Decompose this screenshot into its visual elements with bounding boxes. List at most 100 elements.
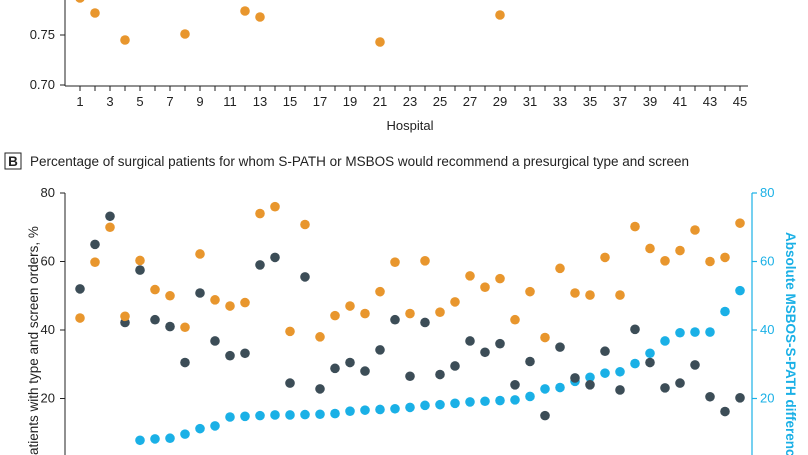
- panel-b-msbos-point: [630, 221, 640, 232]
- panel-b-spath-point: [525, 356, 535, 367]
- panel-a-x-axis-label: Hospital: [387, 118, 434, 133]
- panel-b-spath-point: [210, 336, 220, 346]
- panel-b-msbos-point: [375, 286, 385, 297]
- panel-b-points: [75, 201, 745, 446]
- panel-b-msbos-point: [570, 288, 580, 298]
- panel-b-spath-point: [405, 371, 415, 382]
- panel-b-right-y-tick-label: 80: [760, 185, 774, 200]
- panel-a-x-tick-label: 3: [106, 94, 113, 109]
- panel-a-point: [240, 6, 250, 16]
- panel-b-msbos-point: [420, 256, 430, 266]
- panel-b-difference-point: [180, 429, 190, 439]
- panel-b-msbos-point: [615, 290, 625, 300]
- panel-b-msbos-point: [345, 301, 355, 311]
- panel-b-msbos-point: [480, 282, 490, 292]
- panel-b-difference-point: [165, 433, 175, 444]
- panel-a-y-ticks: 0.75 0.70: [30, 27, 65, 92]
- panel-b-difference-point: [690, 327, 700, 337]
- panel-b-msbos-point: [600, 252, 610, 263]
- panel-a: 0.750.70 1 3 5 7 9 11 13 15 17 19 21 23 25 27 29 31 33 35…: [30, 0, 748, 133]
- panel-b-spath-point: [90, 239, 100, 250]
- panel-b-left-y-tick-label: 60: [41, 254, 55, 269]
- panel-b-right-y-ticks: 80 60 40 20: [752, 185, 774, 406]
- panel-b-msbos-point: [435, 307, 445, 317]
- panel-b-spath-point: [270, 252, 280, 263]
- panel-b-difference-point: [375, 404, 385, 415]
- panel-b-difference-point: [465, 397, 475, 407]
- panel-b-difference-point: [390, 403, 400, 414]
- panel-b-spath-point: [360, 366, 370, 376]
- panel-b-difference-point: [525, 391, 535, 402]
- panel-b-difference-point: [735, 285, 745, 296]
- panel-b-msbos-point: [195, 249, 205, 259]
- panel-b-spath-point: [135, 265, 145, 275]
- panel-b-right-y-tick-label: 40: [760, 322, 774, 337]
- panel-b-difference-point: [255, 410, 265, 421]
- panel-a-x-tick-label: 1: [76, 94, 83, 109]
- panel-b-difference-point: [615, 366, 625, 377]
- panel-b-msbos-point: [285, 326, 295, 337]
- panel-b-spath-point: [585, 380, 595, 390]
- panel-a-x-tick-label: 17: [313, 94, 327, 109]
- panel-b-spath-point: [705, 391, 715, 402]
- panel-b-msbos-point: [225, 301, 235, 311]
- panel-a-x-tick-label: 25: [433, 94, 447, 109]
- panel-b-msbos-point: [120, 311, 130, 322]
- panel-b-left-y-tick-label: 20: [41, 391, 55, 406]
- panel-a-x-tick-label: 27: [463, 94, 477, 109]
- panel-a-x-tick-label: 41: [673, 94, 687, 109]
- panel-b-spath-point: [690, 360, 700, 370]
- panel-a-x-tick-label: 7: [166, 94, 173, 109]
- panel-a-x-ticks: 1 3 5 7 9 11 13 15 17 19 21 23 25 27 29 31 33 35 37 39 41 43 4…: [76, 86, 747, 109]
- panel-b-difference-point: [480, 396, 490, 407]
- panel-a-x-tick-label: 43: [703, 94, 717, 109]
- panel-a-x-tick-label: 29: [493, 94, 507, 109]
- panel-b-msbos-point: [360, 308, 370, 319]
- panel-b-spath-point: [105, 211, 115, 222]
- panel-b-spath-point: [675, 378, 685, 388]
- panel-b-spath-point: [315, 384, 325, 394]
- panel-a-point: [90, 8, 100, 18]
- panel-b-difference-point: [210, 421, 220, 431]
- panel-a-x-tick-label: 37: [613, 94, 627, 109]
- panel-b-msbos-point: [510, 314, 520, 325]
- panel-b-difference-point: [510, 395, 520, 405]
- panel-b-msbos-point: [180, 322, 190, 333]
- panel-b-msbos-point: [210, 295, 220, 305]
- panel-a-points: [75, 0, 505, 47]
- panel-a-x-tick-label: 39: [643, 94, 657, 109]
- panel-b-difference-point: [660, 336, 670, 346]
- panel-b-spath-point: [735, 393, 745, 403]
- panel-b-msbos-point: [255, 208, 265, 219]
- panel-b-spath-point: [465, 336, 475, 346]
- panel-b: B Percentage of surgical patients for wh…: [4, 152, 798, 455]
- panel-b-difference-point: [450, 398, 460, 409]
- panel-b-spath-point: [660, 383, 670, 393]
- panel-b-difference-point: [645, 348, 655, 359]
- panel-b-spath-point: [75, 284, 85, 294]
- panel-a-y-tick-label: 0.70: [30, 77, 55, 92]
- panel-b-msbos-point: [690, 225, 700, 235]
- panel-b-difference-point: [540, 384, 550, 394]
- panel-b-difference-point: [720, 306, 730, 317]
- panel-b-spath-point: [600, 346, 610, 357]
- panel-b-spath-point: [300, 272, 310, 282]
- panel-a-point: [495, 10, 505, 20]
- panel-b-msbos-point: [450, 297, 460, 307]
- panel-b-right-y-axis-label: Absolute MSBOS-S-PATH difference,: [783, 232, 798, 455]
- panel-a-point: [75, 0, 85, 3]
- panel-b-msbos-point: [90, 257, 100, 267]
- panel-b-difference-point: [345, 406, 355, 416]
- panel-a-point: [375, 37, 385, 47]
- panel-a-x-tick-label: 31: [523, 94, 537, 109]
- panel-b-difference-point: [705, 327, 715, 337]
- panel-b-difference-point: [135, 435, 145, 446]
- panel-b-difference-point: [675, 327, 685, 338]
- panel-b-spath-point: [180, 357, 190, 368]
- panel-b-msbos-point: [105, 222, 115, 233]
- panel-b-spath-point: [720, 406, 730, 417]
- panel-b-msbos-point: [540, 332, 550, 343]
- panel-b-msbos-point: [465, 271, 475, 281]
- panel-b-difference-point: [585, 372, 595, 383]
- panel-b-msbos-point: [150, 284, 160, 295]
